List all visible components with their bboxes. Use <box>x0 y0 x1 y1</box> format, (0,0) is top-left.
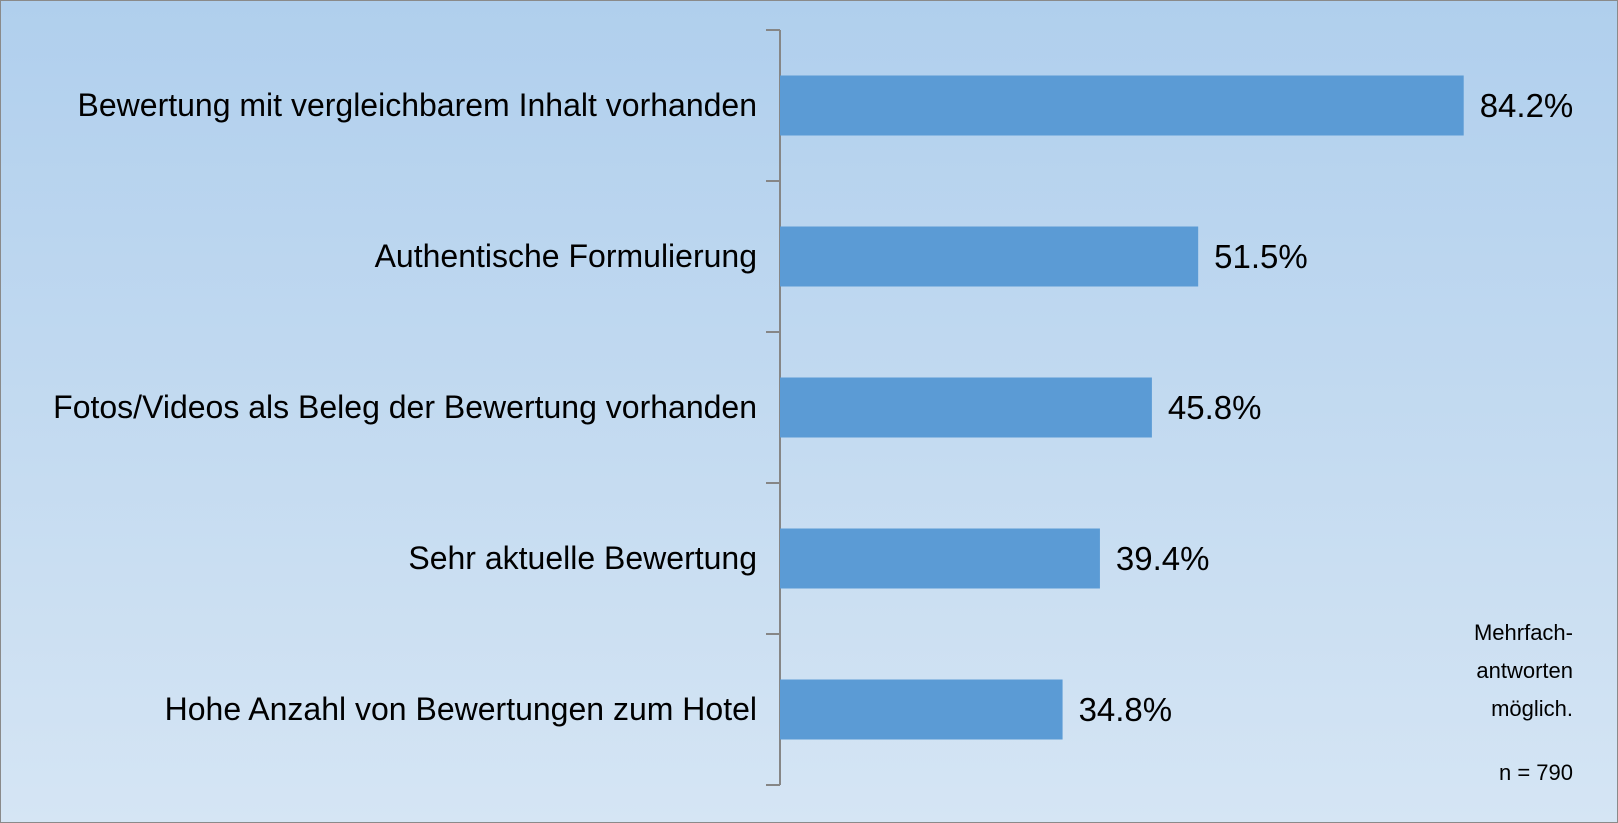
category-label: Authentische Formulierung <box>374 238 757 274</box>
category-label: Fotos/Videos als Beleg der Bewertung vor… <box>53 389 757 425</box>
bar <box>780 679 1063 740</box>
bar <box>780 75 1464 136</box>
value-label: 39.4% <box>1115 539 1210 577</box>
bar <box>780 528 1100 589</box>
annotation: n = 790 <box>1498 760 1573 785</box>
value-label: 45.8% <box>1167 388 1262 426</box>
annotation: Mehrfach-antworten möglich. <box>1473 620 1573 721</box>
bar <box>780 377 1152 438</box>
category-label: Bewertung mit vergleichbarem Inhalt vorh… <box>77 87 757 123</box>
value-label: 51.5% <box>1214 237 1308 275</box>
value-label: 84.2% <box>1479 86 1574 124</box>
category-label: Sehr aktuelle Bewertung <box>408 540 757 576</box>
category-label: Hohe Anzahl von Bewertungen zum Hotel <box>164 691 757 727</box>
bar <box>780 226 1199 287</box>
value-label: 34.8% <box>1078 690 1173 728</box>
